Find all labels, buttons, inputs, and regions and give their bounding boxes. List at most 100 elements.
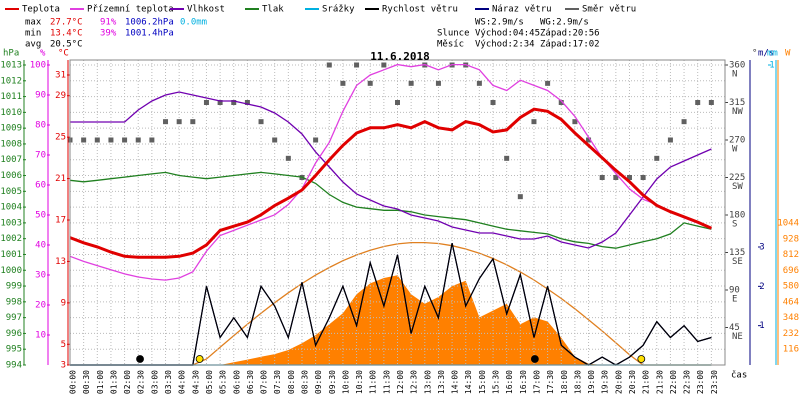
direction-point [504, 155, 510, 161]
stat-value: 13.4°C [50, 29, 83, 39]
axis-tick-compass: W [732, 145, 738, 155]
axis-tick-label: 25 [55, 133, 66, 143]
x-tick-label: 06:30 [246, 370, 255, 394]
axis-tick-label: 31 [55, 71, 66, 81]
direction-point [149, 137, 155, 143]
axis-tick-label: 1008 [0, 139, 22, 149]
x-tick-label: 22:30 [683, 370, 692, 394]
axis-tick-label: 225 [729, 173, 745, 183]
direction-point [408, 80, 414, 86]
direction-point [313, 137, 319, 143]
direction-point [231, 100, 237, 105]
axis-tick-label: 2 [759, 282, 764, 292]
axis-tick-label: 21 [55, 174, 66, 184]
direction-point [135, 137, 141, 143]
x-tick-label: 20:00 [614, 370, 623, 394]
axis-tick-label: 996 [6, 329, 22, 339]
stat-label: min [25, 29, 41, 39]
axis-tick-label: 10 [35, 331, 46, 341]
axis-tick-label: 90 [729, 286, 740, 296]
legend-label: Směr větru [582, 5, 636, 15]
axis-tick-label: 360 [729, 61, 745, 71]
axis-tick-label: 994 [6, 361, 22, 371]
axis-tick-label: 1000 [0, 266, 22, 276]
x-tick-label: 15:30 [492, 370, 501, 394]
direction-point [586, 137, 592, 143]
direction-point [81, 137, 87, 143]
axis-unit: ° [752, 49, 757, 59]
axis-tick-label: 1 [759, 321, 764, 331]
axis-tick-compass: NE [732, 332, 743, 342]
x-tick-label: 21:00 [642, 370, 651, 394]
x-tick-label: 10:00 [341, 370, 350, 394]
sun-set: Západ:20:56 [540, 29, 600, 39]
axis-tick-label: 40 [35, 241, 46, 251]
legend-label: Srážky [322, 5, 355, 15]
axis-unit: mm [767, 49, 778, 59]
direction-point [163, 119, 169, 125]
x-tick-label: 08:30 [300, 370, 309, 394]
plot-frame [69, 59, 726, 366]
axis-tick-compass: SW [732, 182, 743, 192]
axis-unit: W [785, 49, 791, 59]
axis-tick-label: 3 [61, 361, 66, 371]
axis-tick-compass: SE [732, 257, 743, 267]
direction-point [654, 155, 660, 161]
direction-point [258, 119, 264, 125]
x-tick-label: 02:00 [123, 370, 132, 394]
x-tick-label: 14:00 [451, 370, 460, 394]
x-tick-label: 08:00 [287, 370, 296, 394]
stat-value: 1001.4hPa [125, 29, 174, 39]
axis-tick-label: 9 [61, 298, 66, 308]
series-line [70, 91, 712, 249]
axis-tick-label: 135 [729, 248, 745, 258]
x-tick-label: 06:00 [232, 370, 241, 394]
direction-point [667, 137, 673, 143]
x-tick-label: 03:30 [164, 370, 173, 394]
series-area [70, 275, 712, 365]
axis-tick-label: 1006 [0, 171, 22, 181]
legend-label: Přízemní teplota [87, 5, 174, 15]
moon-set: Západ:17:02 [540, 40, 600, 50]
axis-tick-label: 348 [783, 313, 799, 323]
direction-point [490, 100, 496, 105]
direction-point [681, 119, 687, 125]
axis-tick-compass: N [732, 70, 737, 80]
wind-gust: WG:2.9m/s [540, 18, 589, 28]
stat-value: 20.5°C [50, 40, 83, 50]
axis-tick-label: 998 [6, 297, 22, 307]
stat-label: max [25, 18, 42, 28]
stat-label: avg [25, 40, 41, 50]
x-tick-label: 01:30 [109, 370, 118, 394]
x-tick-label: 04:30 [191, 370, 200, 394]
x-tick-label: 11:00 [369, 370, 378, 394]
direction-point [545, 80, 551, 86]
axis-tick-label: 90 [35, 91, 46, 101]
direction-point [272, 137, 278, 143]
stat-value: 39% [100, 29, 117, 39]
sun-rise: Východ:04:45 [475, 29, 540, 39]
axis-tick-label: 1007 [0, 155, 22, 165]
sun-set-icon [637, 355, 646, 363]
x-tick-label: 19:00 [587, 370, 596, 394]
axis-tick-label: 1011 [0, 92, 22, 102]
series-line [69, 171, 712, 249]
axis-unit: % [40, 49, 46, 59]
x-tick-label: 10:30 [355, 370, 364, 394]
direction-point [613, 175, 619, 180]
axis-tick-label: 270 [729, 136, 745, 146]
x-tick-label: 12:30 [410, 370, 419, 394]
axis-tick-label: 1009 [0, 124, 22, 134]
moon-label: Měsíc [437, 40, 464, 50]
x-tick-label: 03:00 [150, 370, 159, 394]
direction-point [626, 175, 632, 180]
x-tick-label: 16:00 [505, 370, 514, 394]
x-tick-label: 18:00 [560, 370, 569, 394]
axis-tick-label: 20 [35, 301, 46, 311]
axis-tick-label: 928 [783, 234, 799, 244]
direction-point [203, 100, 209, 105]
legend-label: Náraz větru [492, 5, 552, 15]
stat-value: 1006.2hPa [125, 18, 174, 28]
axis-tick-label: 13 [55, 257, 66, 267]
